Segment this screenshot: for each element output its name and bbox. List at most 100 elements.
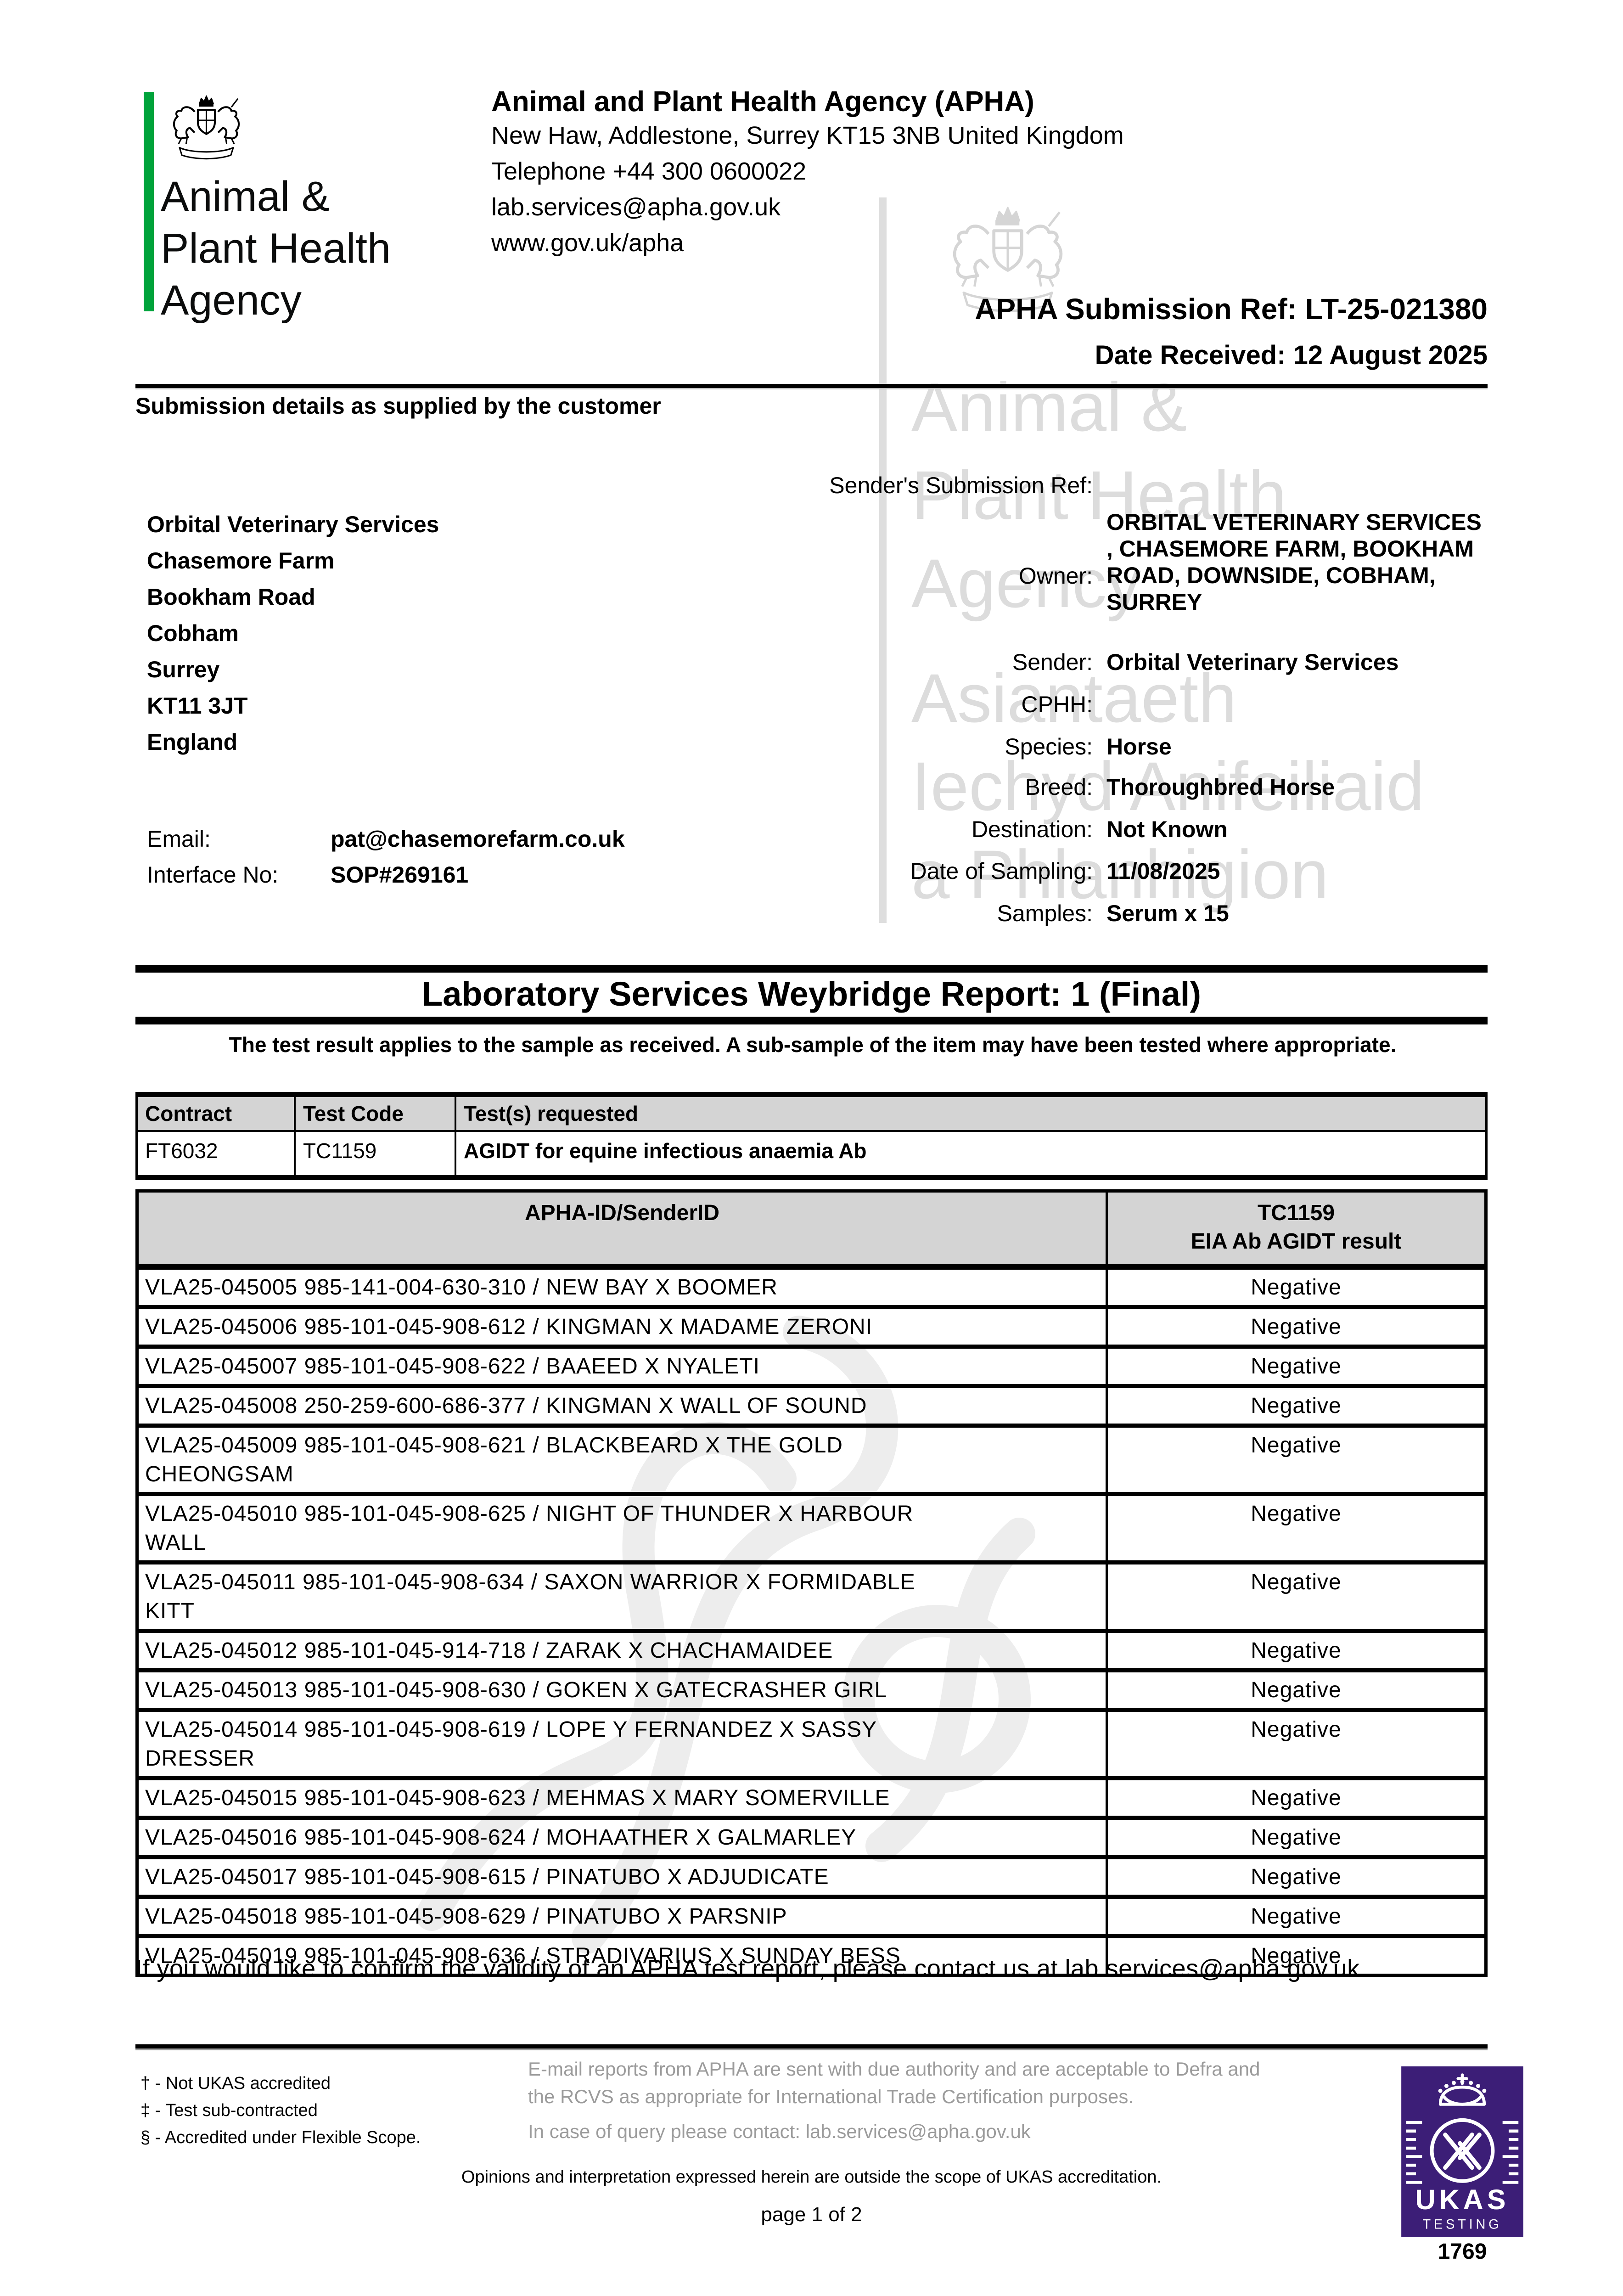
apha-logo-green-bar	[144, 92, 154, 311]
sample-result: Negative	[1106, 1708, 1486, 1778]
header-divider	[135, 384, 1488, 389]
watermark-text: Animal & Plant Health Agency Asiantaeth Iech…	[911, 363, 1424, 918]
sample-id: VLA25-045010 985-101-045-908-625 / NIGHT…	[137, 1492, 1108, 1563]
results-table: APHA-ID/SenderID TC1159 EIA Ab AGIDT res…	[135, 1189, 1488, 1977]
customer-address-line: Chasemore Farm	[147, 548, 335, 574]
sample-result: Negative	[1106, 1895, 1486, 1936]
sample-id: VLA25-045017 985-101-045-908-615 / PINAT…	[137, 1855, 1108, 1897]
watermark-line: Iechyd Anifeiliaid	[911, 748, 1425, 825]
org-address: New Haw, Addlestone, Surrey KT15 3NB Uni…	[491, 118, 1124, 261]
meta-label: Owner:	[1018, 563, 1093, 589]
result-row: VLA25-045019 985-101-045-908-636 / STRAD…	[137, 1934, 1486, 1975]
watermark-line: Asiantaeth	[911, 659, 1237, 737]
page-number: page 1 of 2	[761, 2203, 862, 2226]
email-row: Email: pat@chasemorefarm.co.uk	[147, 826, 625, 852]
svg-text:TESTING: TESTING	[1422, 2217, 1502, 2232]
org-name: Animal and Plant Health Agency (APHA)	[491, 86, 1034, 118]
sample-result: Negative	[1106, 1816, 1486, 1857]
contract-value: FT6032	[135, 1130, 296, 1179]
meta-label: Breed:	[1025, 774, 1093, 800]
email-label: Email:	[147, 826, 211, 852]
svg-text:UKAS: UKAS	[1415, 2184, 1509, 2215]
result-header-name: EIA Ab AGIDT result	[1191, 1229, 1402, 1254]
result-row: VLA25-045009 985-101-045-908-621 / BLACK…	[137, 1424, 1486, 1494]
org-address-line: www.gov.uk/apha	[491, 229, 684, 257]
sample-result: Negative	[1106, 1668, 1486, 1710]
result-row: VLA25-045006 985-101-045-908-612 / KINGM…	[137, 1305, 1486, 1347]
senders-submission-ref-label: Sender's Submission Ref:	[829, 473, 1093, 498]
result-row: VLA25-045015 985-101-045-908-623 / MEHMA…	[137, 1776, 1486, 1818]
results-header-row: APHA-ID/SenderID TC1159 EIA Ab AGIDT res…	[137, 1191, 1486, 1270]
submission-ref: APHA Submission Ref: LT-25-021380	[975, 293, 1488, 326]
sample-result: Negative	[1106, 1345, 1486, 1386]
sample-id: VLA25-045012 985-101-045-914-718 / ZARAK…	[137, 1629, 1108, 1671]
interface-row: Interface No: SOP#269161	[147, 861, 468, 888]
customer-address-line: Orbital Veterinary Services	[147, 512, 439, 537]
logo-line: Agency	[161, 277, 302, 324]
section-title: Submission details as supplied by the cu…	[135, 393, 661, 419]
logo-line: Plant Health	[161, 225, 391, 272]
result-row: VLA25-045008 250-259-600-686-377 / KINGM…	[137, 1384, 1486, 1426]
meta-value: Serum x 15	[1106, 900, 1229, 926]
watermark-line: Plant Health	[911, 456, 1287, 534]
footer-notes: E-mail reports from APHA are sent with d…	[528, 2055, 1272, 2145]
org-address-line: lab.services@apha.gov.uk	[491, 193, 781, 221]
meta-label: Sender:	[1012, 649, 1093, 675]
meta-value: Not Known	[1106, 816, 1228, 842]
customer-address-line: Bookham Road	[147, 584, 315, 610]
sample-result: Negative	[1106, 1384, 1486, 1426]
title-bar-top	[135, 965, 1488, 973]
sample-id: VLA25-045007 985-101-045-908-622 / BAAEE…	[137, 1345, 1108, 1386]
ukas-accreditation-number: 1769	[1438, 2240, 1487, 2264]
customer-address: Orbital Veterinary Services Chasemore Far…	[147, 506, 439, 760]
meta-value: ORBITAL VETERINARY SERVICES , CHASEMORE …	[1106, 509, 1482, 615]
customer-address-line: England	[147, 729, 238, 755]
contract-header: Contract	[135, 1093, 296, 1132]
sample-result: Negative	[1106, 1305, 1486, 1347]
query-note: In case of query please contact: lab.ser…	[528, 2121, 1031, 2142]
meta-label: CPHH:	[1021, 692, 1093, 717]
ukas-scope-note: Opinions and interpretation expressed he…	[461, 2167, 1162, 2187]
sample-result: Negative	[1106, 1855, 1486, 1897]
result-row: VLA25-045017 985-101-045-908-615 / PINAT…	[137, 1855, 1486, 1897]
result-row: VLA25-045011 985-101-045-908-634 / SAXON…	[137, 1560, 1486, 1631]
sample-result: Negative	[1106, 1424, 1486, 1494]
sample-id: VLA25-045006 985-101-045-908-612 / KINGM…	[137, 1305, 1108, 1347]
result-row: VLA25-045005 985-141-004-630-310 / NEW B…	[137, 1265, 1486, 1307]
meta-value: Thoroughbred Horse	[1106, 774, 1335, 800]
customer-address-line: KT11 3JT	[147, 693, 248, 719]
sample-id: VLA25-045008 250-259-600-686-377 / KINGM…	[137, 1384, 1108, 1426]
watermark-bar	[879, 197, 887, 923]
sample-result: Negative	[1106, 1560, 1486, 1631]
title-bar-bottom	[135, 1017, 1488, 1024]
email-value: pat@chasemorefarm.co.uk	[331, 826, 625, 852]
result-row: VLA25-045007 985-101-045-908-622 / BAAEE…	[137, 1345, 1486, 1386]
result-row: VLA25-045010 985-101-045-908-625 / NIGHT…	[137, 1492, 1486, 1563]
date-received: Date Received: 12 August 2025	[1095, 340, 1488, 370]
sample-id: VLA25-045013 985-101-045-908-630 / GOKEN…	[137, 1668, 1108, 1710]
footer-divider	[135, 2044, 1488, 2050]
apha-logo-text: Animal & Plant Health Agency	[161, 171, 391, 326]
meta-label: Samples:	[997, 900, 1093, 926]
interface-label: Interface No:	[147, 862, 279, 888]
footnote: † - Not UKAS accredited	[140, 2074, 331, 2093]
customer-address-line: Surrey	[147, 657, 220, 682]
result-row: VLA25-045013 985-101-045-908-630 / GOKEN…	[137, 1668, 1486, 1710]
sample-id: VLA25-045005 985-141-004-630-310 / NEW B…	[137, 1265, 1108, 1307]
sample-id: VLA25-045019 985-101-045-908-636 / STRAD…	[137, 1934, 1108, 1975]
sample-id: VLA25-045014 985-101-045-908-619 / LOPE …	[137, 1708, 1108, 1778]
customer-address-line: Cobham	[147, 620, 239, 646]
sample-result: Negative	[1106, 1492, 1486, 1563]
sample-result: Negative	[1106, 1265, 1486, 1307]
result-row: VLA25-045018 985-101-045-908-629 / PINAT…	[137, 1895, 1486, 1936]
report-title: Laboratory Services Weybridge Report: 1 …	[422, 975, 1201, 1013]
email-reports-note: E-mail reports from APHA are sent with d…	[528, 2058, 1260, 2107]
logo-line: Animal &	[161, 173, 330, 220]
sample-id: VLA25-045009 985-101-045-908-621 / BLACK…	[137, 1424, 1108, 1494]
footnote: § - Accredited under Flexible Scope.	[140, 2128, 421, 2147]
meta-label: Species:	[1005, 734, 1093, 760]
meta-label: Destination:	[971, 816, 1093, 842]
footnotes: † - Not UKAS accredited ‡ - Test sub-cont…	[140, 2070, 421, 2151]
ukas-testing-logo: UKAS TESTING	[1401, 2066, 1523, 2237]
